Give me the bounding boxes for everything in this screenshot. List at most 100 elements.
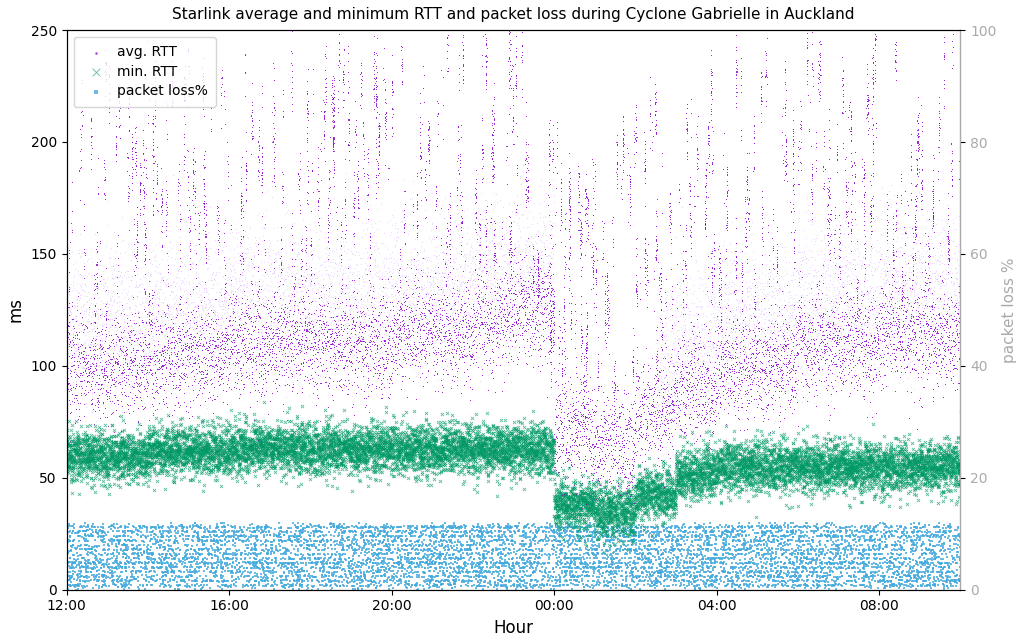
Point (283, 305, 299, 315)
Point (541, 279, 557, 290)
avg. RTT (122, 326, 138, 336)
avg. RTT (453, 216, 469, 227)
avg. RTT (943, 330, 959, 340)
avg. RTT (544, 283, 560, 293)
min. RTT (524, 448, 541, 459)
packet loss% (468, 570, 484, 580)
avg. RTT (217, 343, 233, 354)
avg. RTT (934, 332, 950, 343)
avg. RTT (688, 384, 705, 394)
avg. RTT (714, 376, 730, 386)
avg. RTT (925, 213, 941, 223)
Point (138, 328, 155, 339)
min. RTT (381, 445, 397, 455)
min. RTT (85, 463, 101, 473)
avg. RTT (299, 345, 315, 355)
packet loss% (657, 569, 674, 580)
avg. RTT (332, 298, 348, 308)
Point (449, 283, 465, 293)
min. RTT (927, 445, 943, 455)
min. RTT (266, 433, 283, 444)
Point (427, 267, 443, 278)
min. RTT (238, 457, 254, 467)
packet loss% (471, 558, 487, 569)
avg. RTT (355, 332, 372, 342)
min. RTT (715, 476, 731, 486)
Point (139, 290, 156, 301)
avg. RTT (72, 397, 88, 408)
Point (797, 325, 813, 336)
avg. RTT (154, 202, 170, 213)
avg. RTT (134, 167, 151, 177)
avg. RTT (321, 227, 337, 237)
Point (361, 263, 378, 274)
Point (213, 301, 229, 312)
Point (866, 296, 883, 306)
Point (347, 340, 364, 350)
min. RTT (185, 459, 202, 469)
Point (306, 280, 323, 290)
packet loss% (214, 522, 230, 532)
min. RTT (560, 493, 577, 504)
min. RTT (85, 446, 101, 456)
min. RTT (913, 462, 930, 473)
avg. RTT (310, 162, 327, 172)
min. RTT (282, 440, 298, 450)
avg. RTT (326, 106, 342, 116)
min. RTT (868, 479, 885, 489)
min. RTT (399, 451, 416, 461)
min. RTT (841, 463, 857, 473)
min. RTT (327, 446, 343, 457)
min. RTT (144, 452, 161, 462)
avg. RTT (642, 363, 658, 374)
min. RTT (887, 444, 903, 455)
packet loss% (800, 558, 816, 569)
min. RTT (536, 432, 552, 442)
min. RTT (814, 465, 830, 475)
min. RTT (427, 433, 443, 443)
packet loss% (401, 529, 418, 539)
min. RTT (899, 463, 915, 473)
packet loss% (232, 549, 249, 559)
packet loss% (738, 580, 755, 590)
min. RTT (754, 430, 770, 440)
min. RTT (675, 480, 691, 490)
packet loss% (703, 540, 720, 550)
Point (726, 310, 742, 321)
Point (113, 279, 129, 289)
Point (731, 337, 748, 348)
avg. RTT (346, 410, 362, 421)
avg. RTT (163, 347, 179, 357)
packet loss% (516, 570, 532, 580)
min. RTT (899, 466, 915, 477)
avg. RTT (593, 410, 609, 421)
Point (165, 294, 181, 305)
packet loss% (352, 567, 369, 577)
avg. RTT (60, 302, 77, 312)
packet loss% (780, 540, 797, 551)
min. RTT (212, 440, 228, 451)
packet loss% (455, 530, 471, 540)
min. RTT (122, 450, 138, 460)
min. RTT (825, 485, 842, 495)
Point (700, 292, 717, 303)
min. RTT (361, 430, 378, 440)
avg. RTT (622, 170, 638, 180)
min. RTT (586, 495, 602, 505)
Point (184, 258, 201, 269)
avg. RTT (498, 141, 514, 151)
min. RTT (876, 451, 892, 462)
min. RTT (878, 469, 894, 479)
min. RTT (141, 421, 158, 431)
min. RTT (414, 455, 430, 465)
min. RTT (553, 508, 569, 518)
min. RTT (408, 442, 424, 453)
min. RTT (524, 438, 541, 448)
avg. RTT (645, 388, 662, 398)
Point (425, 282, 441, 292)
packet loss% (680, 549, 696, 559)
avg. RTT (321, 183, 337, 193)
Point (827, 448, 844, 459)
Point (166, 299, 182, 309)
min. RTT (951, 455, 968, 465)
